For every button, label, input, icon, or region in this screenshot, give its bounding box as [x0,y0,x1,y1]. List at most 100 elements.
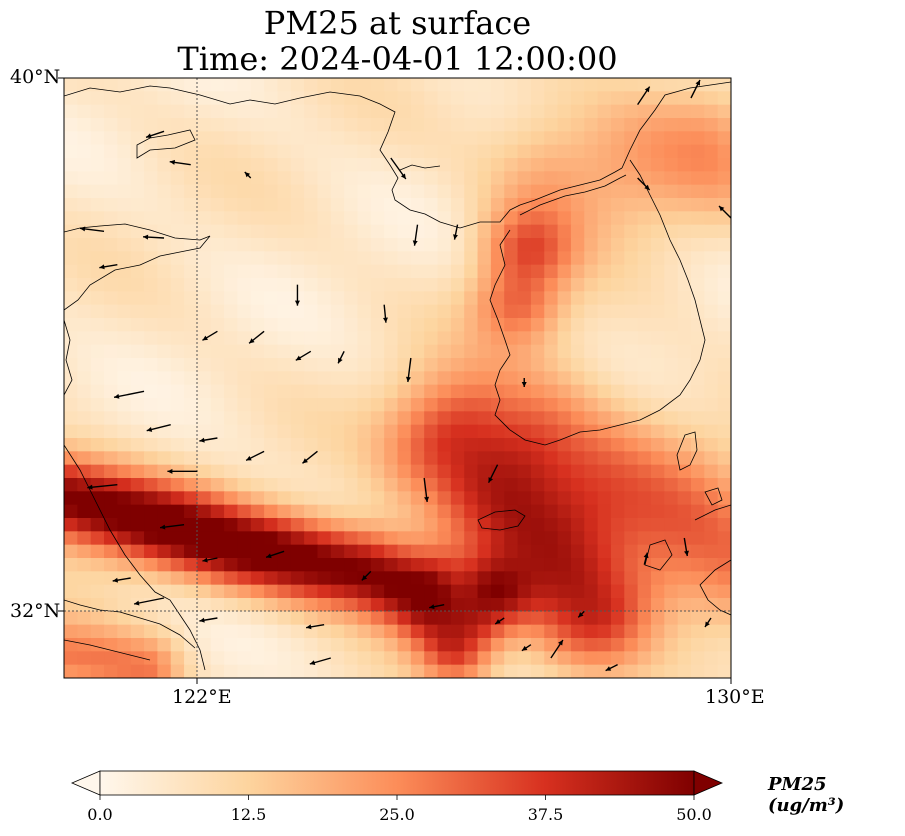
heatmap-cell [570,318,585,332]
heatmap-cell [144,198,158,212]
heatmap-cell [237,518,252,532]
heatmap-cell [437,198,452,212]
heatmap-cell [144,584,158,599]
heatmap-cell [237,304,252,319]
heatmap-cell [197,518,212,532]
heatmap-cell [597,411,612,426]
heatmap-cell [650,304,665,319]
heatmap-cell [557,571,572,586]
heatmap-cell [344,384,359,399]
heatmap-cell [357,398,372,412]
heatmap-cell [664,318,679,332]
heatmap-cell [624,638,639,652]
heatmap-cell [490,251,505,266]
heatmap-cell [637,264,652,279]
heatmap-cell [490,184,505,199]
heatmap-cell [717,518,731,532]
heatmap-cell [64,504,78,519]
heatmap-cell [450,171,465,186]
heatmap-cell [677,571,692,586]
heatmap-cell [704,104,719,119]
heatmap-cell [277,518,292,532]
heatmap-cell [130,424,145,439]
heatmap-cell [277,291,292,306]
heatmap-cell [517,118,532,132]
heatmap-cell [237,558,252,572]
heatmap-cell [530,411,545,426]
heatmap-cell [450,584,465,599]
heatmap-cell [624,278,639,292]
heatmap-cell [690,104,705,119]
heatmap-cell [450,624,465,639]
heatmap-cell [330,651,345,666]
heatmap-cell [464,624,479,639]
heatmap-cell [544,211,559,226]
wind-arrow [145,130,165,139]
heatmap-cell [184,331,198,346]
heatmap-cell [504,398,519,412]
heatmap-cell [357,131,372,146]
heatmap-cell [290,131,305,146]
heatmap-cell [170,384,185,399]
heatmap-cell [250,211,265,226]
heatmap-cell [237,158,252,172]
heatmap-cell [437,104,452,119]
heatmap-cell [330,264,345,279]
heatmap-cell [584,251,599,266]
heatmap-cell [544,344,559,359]
heatmap-cell [570,158,585,172]
heatmap-cell [690,211,705,226]
heatmap-cell [464,211,479,226]
heatmap-cell [437,291,452,306]
heatmap-cell [597,91,612,106]
heatmap-cell [157,424,172,439]
heatmap-cell [477,638,492,652]
heatmap-cell [424,371,439,386]
heatmap-cell [584,371,599,386]
heatmap-cell [64,531,78,546]
heatmap-cell [130,451,145,466]
heatmap-cell [437,264,452,279]
heatmap-cell [477,358,492,372]
wind-arrow [202,557,218,563]
heatmap-cell [610,624,625,639]
heatmap-cell [170,251,185,266]
heatmap-cell [130,464,145,479]
heatmap-cell [464,118,479,132]
heatmap-cell [370,291,385,306]
heatmap-cell [224,398,239,412]
heatmap-cell [344,464,359,479]
heatmap-cell [64,664,78,678]
heatmap-cell [704,624,719,639]
heatmap-cell [477,624,492,639]
heatmap-cell [530,78,545,92]
heatmap-cell [437,638,452,652]
heatmap-cell [64,331,78,346]
heatmap-cell [490,384,505,399]
heatmap-cell [104,384,118,399]
heatmap-cell [650,491,665,506]
heatmap-cell [77,144,92,159]
heatmap-cell [424,358,439,372]
wind-arrow [245,450,265,461]
heatmap-cell [90,558,105,572]
heatmap-cell [277,304,292,319]
heatmap-cell [210,518,225,532]
heatmap-cell [77,104,92,119]
heatmap-cell [397,438,412,452]
heatmap-cell [384,398,399,412]
heatmap-cell [357,478,372,492]
wind-arrow [146,423,171,432]
heatmap-cell [264,598,279,612]
heatmap-cell [570,638,585,652]
heatmap-cell [530,638,545,652]
heatmap-cell [224,464,239,479]
heatmap-cell [450,238,465,252]
heatmap-cell [170,398,185,412]
heatmap-cell [210,304,225,319]
heatmap-cell [170,184,185,199]
heatmap-cell [224,531,239,546]
heatmap-cell [677,451,692,466]
heatmap-cell [357,598,372,612]
heatmap-cell [410,358,425,372]
